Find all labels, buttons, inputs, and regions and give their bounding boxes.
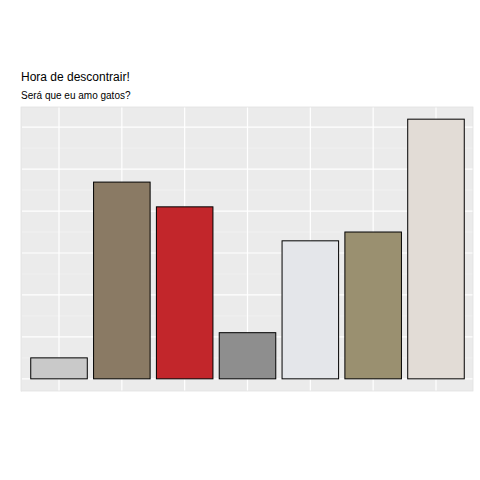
bar [345,232,402,379]
bar [219,333,276,379]
bar [31,358,88,379]
bar [408,119,465,379]
bars [31,119,465,379]
bar [156,207,213,379]
gridline [58,107,59,391]
chart: Hora de descontrair! Será que eu amo gato… [0,0,480,480]
subtitle: Será que eu amo gatos? [21,90,131,101]
plot-background [21,107,473,391]
plot-frame [21,107,473,391]
grid [21,107,473,391]
bar [282,241,339,379]
bar [94,182,151,379]
title: Hora de descontrair! [21,70,130,84]
